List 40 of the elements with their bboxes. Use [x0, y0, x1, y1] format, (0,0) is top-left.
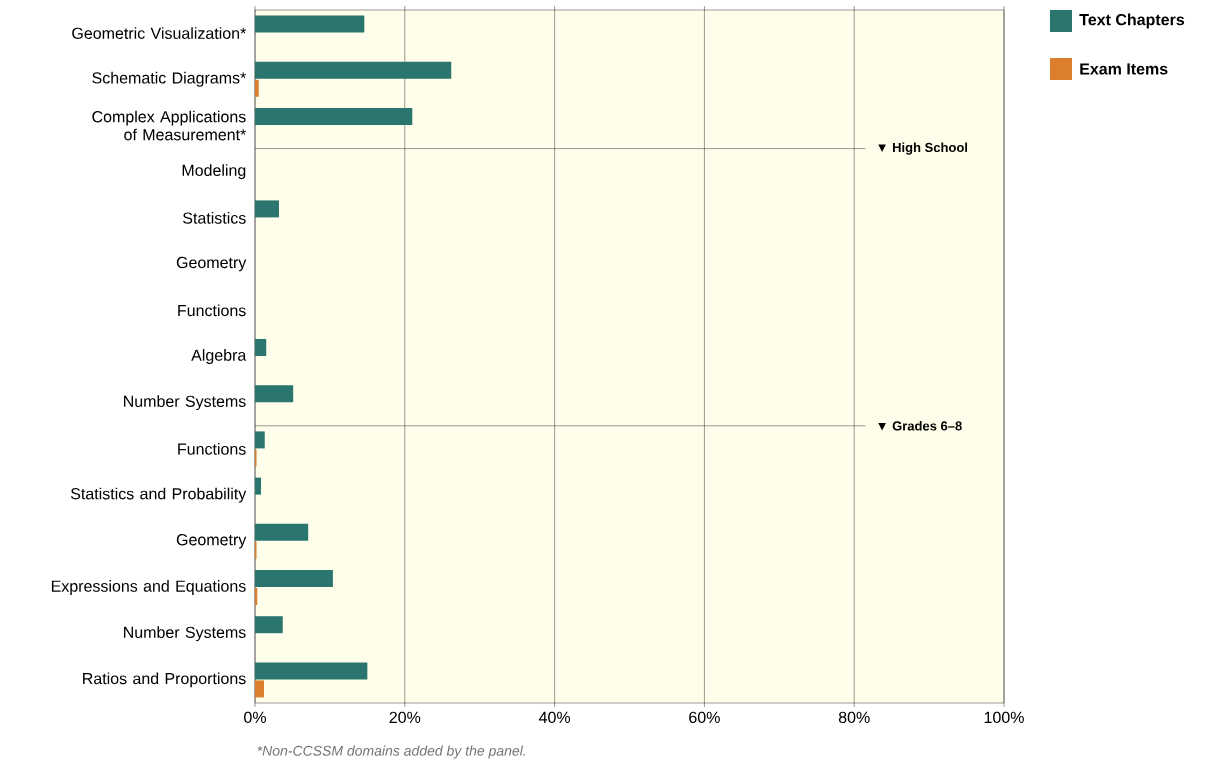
bar	[255, 477, 261, 495]
bar	[255, 662, 368, 680]
bar	[255, 79, 259, 97]
legend-label: Exam Items	[1080, 63, 1168, 75]
y-tick-label: Functions	[178, 304, 246, 317]
annotation: ▼ High School	[878, 142, 968, 155]
x-tick-label: 80%	[838, 711, 870, 724]
y-tick-label: Geometry	[176, 534, 247, 549]
x-tick-label: 0%	[244, 711, 266, 724]
bar	[255, 570, 333, 588]
bar	[255, 15, 365, 33]
y-tick-label: Ratios and Proportions	[83, 672, 246, 688]
bar	[255, 108, 413, 125]
y-tick-label: Modeling	[182, 164, 246, 180]
bar	[255, 339, 267, 356]
y-tick-label: Statistics and Probability	[70, 487, 247, 503]
bar	[255, 523, 309, 541]
bar	[255, 200, 279, 218]
bar	[255, 61, 452, 79]
y-tick-label: Expressions and Equations	[51, 580, 246, 595]
x-tick-label: 40%	[538, 711, 571, 724]
annotation: ▼ Grades 6–8	[878, 421, 962, 431]
y-tick-label: Statistics	[183, 212, 246, 224]
y-tick-label: Number Systems	[124, 395, 246, 411]
y-tick-label: Geometry	[176, 256, 247, 272]
y-tick-label: Algebra	[191, 349, 247, 364]
x-tick-label: 100%	[984, 711, 1024, 724]
legend-label: Text Chapters	[1079, 13, 1185, 29]
y-tick-label: Schematic Diagrams*	[92, 71, 247, 87]
bar	[255, 616, 283, 634]
bar	[255, 431, 265, 449]
text: *Non-CCSSM domains added by the panel.	[257, 745, 525, 759]
y-tick-label: Geometric Visualization*	[72, 27, 247, 39]
y-tick-label: Functions	[178, 443, 246, 455]
y-tick-label: Complex Applications of Measurement*	[92, 110, 247, 141]
bar	[255, 385, 294, 403]
x-tick-label: 20%	[389, 711, 421, 724]
bar	[255, 680, 264, 698]
y-tick-label: Number Systems	[124, 626, 246, 642]
x-tick-label: 60%	[689, 711, 720, 724]
